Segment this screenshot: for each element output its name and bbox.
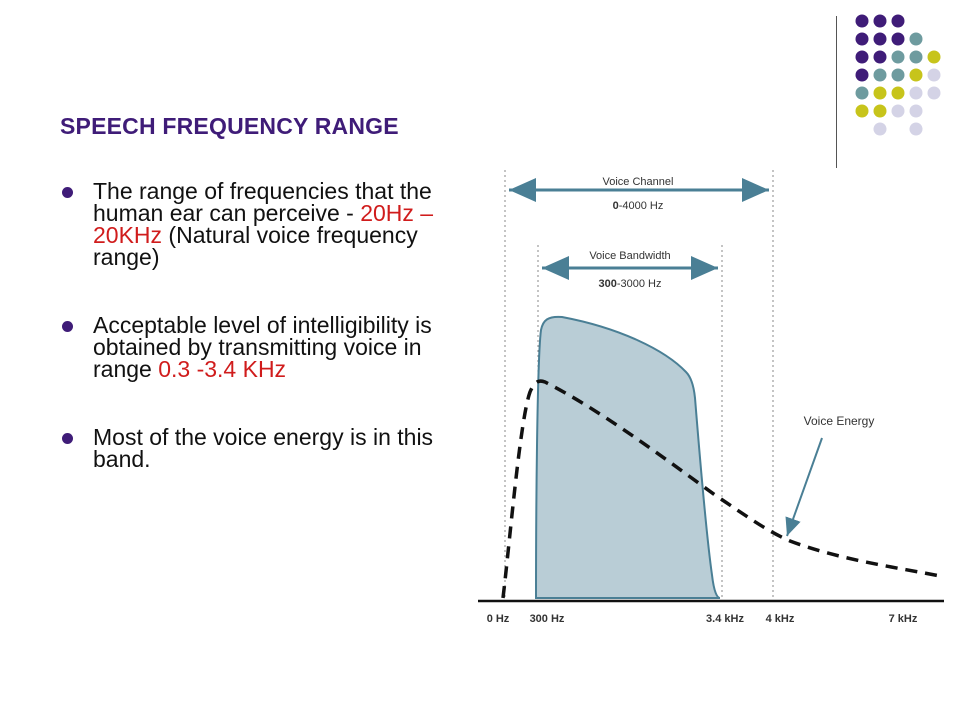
decorative-dot <box>873 32 887 46</box>
axis-tick-label: 0 Hz <box>487 613 510 625</box>
axis-tick-label: 300 Hz <box>530 613 565 625</box>
bullet-item: The range of frequencies that the human … <box>62 180 457 269</box>
decorative-dot <box>855 50 869 64</box>
decorative-dot-grid <box>855 14 941 136</box>
voice-channel-label: Voice Channel <box>603 176 674 188</box>
voice-energy-curve <box>501 379 941 599</box>
bullet-item: Acceptable level of intelligibility is o… <box>62 314 457 382</box>
decorative-divider <box>836 16 837 168</box>
bullet-dot-icon <box>62 433 73 444</box>
decorative-dot <box>855 14 869 28</box>
decorative-dot <box>909 50 923 64</box>
decorative-dot <box>927 50 941 64</box>
voice-bandwidth-range: 300-3000 Hz <box>599 278 662 290</box>
decorative-dot <box>909 32 923 46</box>
decorative-dot <box>855 86 869 100</box>
decorative-dot <box>909 86 923 100</box>
decorative-dot <box>891 50 905 64</box>
voice-bandwidth-label: Voice Bandwidth <box>589 250 670 262</box>
decorative-dot <box>891 86 905 100</box>
decorative-dot <box>909 104 923 118</box>
bullet-list: The range of frequencies that the human … <box>62 180 457 516</box>
decorative-dot <box>873 50 887 64</box>
frequency-highlight: 0.3 -3.4 KHz <box>158 356 287 382</box>
decorative-dot <box>891 104 905 118</box>
decorative-dot <box>873 14 887 28</box>
decorative-dot <box>873 122 887 136</box>
decorative-dot <box>909 122 923 136</box>
voice-energy-pointer <box>785 437 823 537</box>
decorative-dot <box>855 68 869 82</box>
decorative-dot <box>891 14 905 28</box>
slide-title: SPEECH FREQUENCY RANGE <box>60 113 399 139</box>
decorative-dot <box>927 86 941 100</box>
axis-tick-label: 7 kHz <box>889 613 918 625</box>
frequency-highlight: 20Hz – 20KHz <box>93 200 434 248</box>
bullet-dot-icon <box>62 321 73 332</box>
decorative-dot <box>873 86 887 100</box>
voice-band-shape <box>534 315 721 599</box>
voice-energy-label: Voice Energy <box>804 414 875 428</box>
axis-tick-label: 4 kHz <box>766 613 795 625</box>
decorative-dot <box>873 104 887 118</box>
voice-channel-range: 0-4000 Hz <box>613 200 664 212</box>
bullet-dot-icon <box>62 187 73 198</box>
decorative-dot <box>909 68 923 82</box>
voice-frequency-diagram: Voice Channel 0-4000 Hz Voice Bandwidth … <box>478 170 944 625</box>
decorative-dot <box>855 104 869 118</box>
decorative-dot <box>891 32 905 46</box>
bullet-item: Most of the voice energy is in this band… <box>62 426 457 471</box>
decorative-dot <box>855 32 869 46</box>
decorative-dot <box>873 68 887 82</box>
axis-tick-label: 3.4 kHz <box>706 613 744 625</box>
decorative-dot <box>891 68 905 82</box>
decorative-dot <box>927 68 941 82</box>
